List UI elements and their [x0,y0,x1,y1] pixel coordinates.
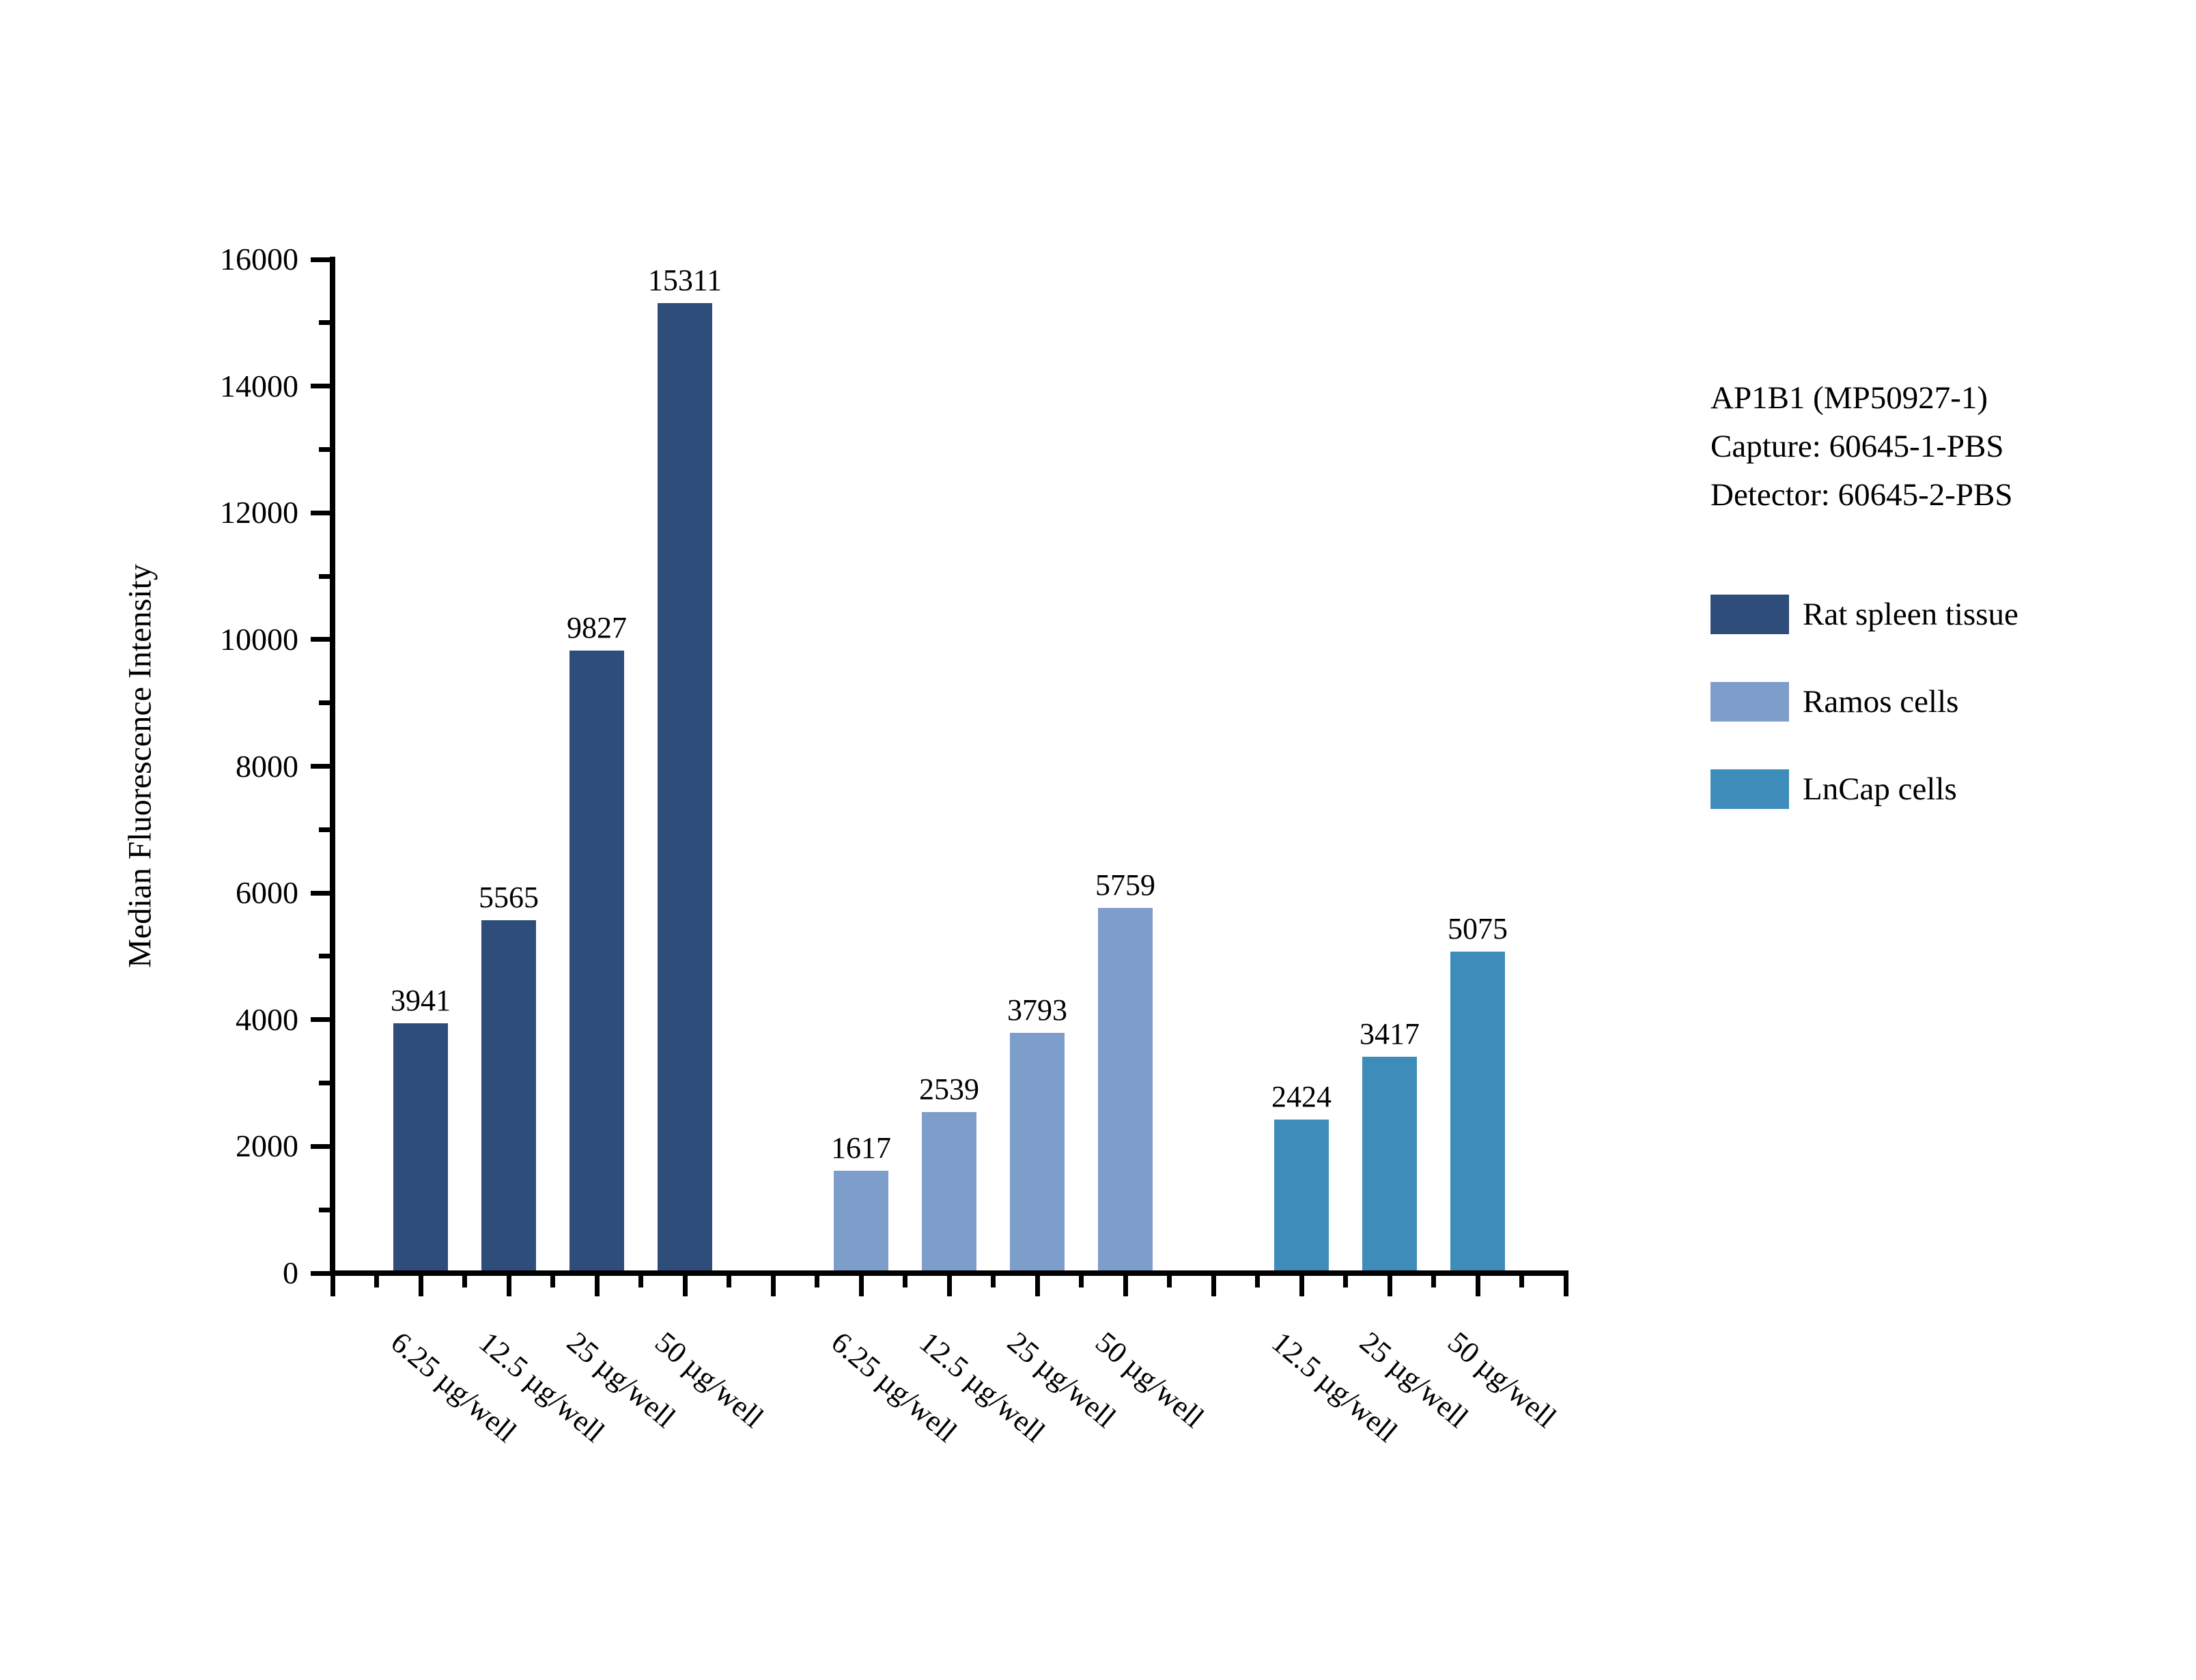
annotation-line-capture: Capture: 60645-1-PBS [1711,429,2004,464]
x-axis-minor-tick [991,1276,996,1287]
legend-item-label: Rat spleen tissue [1803,597,2018,632]
x-axis-major-tick [1563,1276,1568,1296]
x-axis-minor-tick [638,1276,643,1287]
y-axis-tick-label: 12000 [220,495,298,530]
bar-value-label: 5759 [1095,868,1155,902]
legend-item-label: Ramos cells [1803,684,1959,720]
x-axis-line [330,1270,1568,1276]
legend-items: Rat spleen tissue Ramos cells LnCap cells [1711,595,2175,809]
legend-item: Rat spleen tissue [1711,595,2175,634]
x-axis-minor-tick [374,1276,379,1287]
y-axis-minor-tick [319,827,330,832]
y-axis-tick-label: 6000 [236,875,298,911]
bar-value-label: 9827 [567,610,627,644]
y-axis-major-tick [311,384,330,389]
x-axis-major-tick [1299,1276,1304,1296]
bar [1274,1120,1329,1273]
y-axis-major-tick [311,1270,330,1276]
bar [1098,908,1153,1273]
x-axis-major-tick [1123,1276,1128,1296]
legend-item-label: LnCap cells [1803,771,1957,807]
y-axis-major-tick [311,257,330,262]
x-axis-minor-tick [727,1276,731,1287]
y-axis-tick-label: 8000 [236,748,298,784]
x-axis-major-tick [858,1276,864,1296]
bar [834,1170,888,1273]
x-axis-major-tick [330,1276,335,1296]
x-axis-minor-tick [1431,1276,1436,1287]
legend-item: Ramos cells [1711,682,2175,722]
bar [1010,1032,1065,1273]
x-axis-major-tick [1211,1276,1216,1296]
bar [1362,1056,1417,1273]
y-axis-major-tick [311,637,330,642]
y-axis-tick-label: 14000 [220,368,298,403]
legend-item: LnCap cells [1711,769,2175,809]
y-axis-major-tick [311,890,330,896]
bar-value-label: 3793 [1007,993,1067,1027]
bar-value-label: 5565 [479,881,539,915]
bar [922,1112,976,1273]
bar-value-label: 3941 [391,984,451,1018]
y-axis-major-tick [311,1143,330,1149]
bar [569,650,624,1273]
y-axis-tick-label: 2000 [236,1128,298,1164]
x-axis-minor-tick [1167,1276,1172,1287]
y-axis-minor-tick [319,954,330,959]
bar-value-label: 2424 [1271,1080,1332,1114]
legend: AP1B1 (MP50927-1) Capture: 60645-1-PBS D… [1711,374,2175,857]
x-axis-major-tick [1475,1276,1480,1296]
bar-value-label: 3417 [1360,1016,1420,1051]
y-axis-minor-tick [319,320,330,326]
annotation-line-protein: AP1B1 (MP50927-1) [1711,380,1988,416]
x-axis-minor-tick [903,1276,907,1287]
x-axis-major-tick [506,1276,511,1296]
annotation-line-detector: Detector: 60645-2-PBS [1711,477,2013,513]
x-axis-major-tick [1034,1276,1040,1296]
x-axis-major-tick [946,1276,952,1296]
y-axis-tick-label: 16000 [220,242,298,276]
x-axis-major-tick [594,1276,600,1296]
y-axis-minor-tick [319,1207,330,1212]
bar [658,302,712,1273]
y-axis-major-tick [311,1017,330,1023]
y-axis-minor-tick [319,1081,330,1086]
y-axis-major-tick [311,510,330,515]
bar-value-label: 2539 [919,1072,979,1107]
y-axis-tick-label: 10000 [220,621,298,657]
x-axis-major-tick [770,1276,776,1296]
y-axis-line [330,257,335,1276]
legend-swatch [1711,769,1789,809]
legend-swatch [1711,682,1789,722]
y-axis-major-tick [311,764,330,769]
y-axis-tick-label: 0 [283,1255,298,1290]
bar-value-label: 5075 [1448,911,1508,945]
y-axis-minor-tick [319,573,330,579]
bar-value-label: 15311 [647,263,722,297]
x-axis-major-tick [418,1276,423,1296]
x-axis-minor-tick [1343,1276,1348,1287]
x-axis-minor-tick [815,1276,819,1287]
x-axis-major-tick [1387,1276,1392,1296]
bar-value-label: 1617 [831,1130,891,1165]
x-axis-minor-tick [1079,1276,1084,1287]
y-axis-minor-tick [319,700,330,706]
x-axis-minor-tick [462,1276,467,1287]
bar [481,920,536,1273]
y-axis-tick-label: 4000 [236,1001,298,1037]
bar [1450,951,1505,1273]
bar [393,1023,448,1273]
x-axis-major-tick [682,1276,688,1296]
y-axis-minor-tick [319,446,330,452]
x-axis-minor-tick [1255,1276,1260,1287]
legend-swatch [1711,595,1789,634]
x-axis-minor-tick [550,1276,555,1287]
x-axis-minor-tick [1519,1276,1524,1287]
